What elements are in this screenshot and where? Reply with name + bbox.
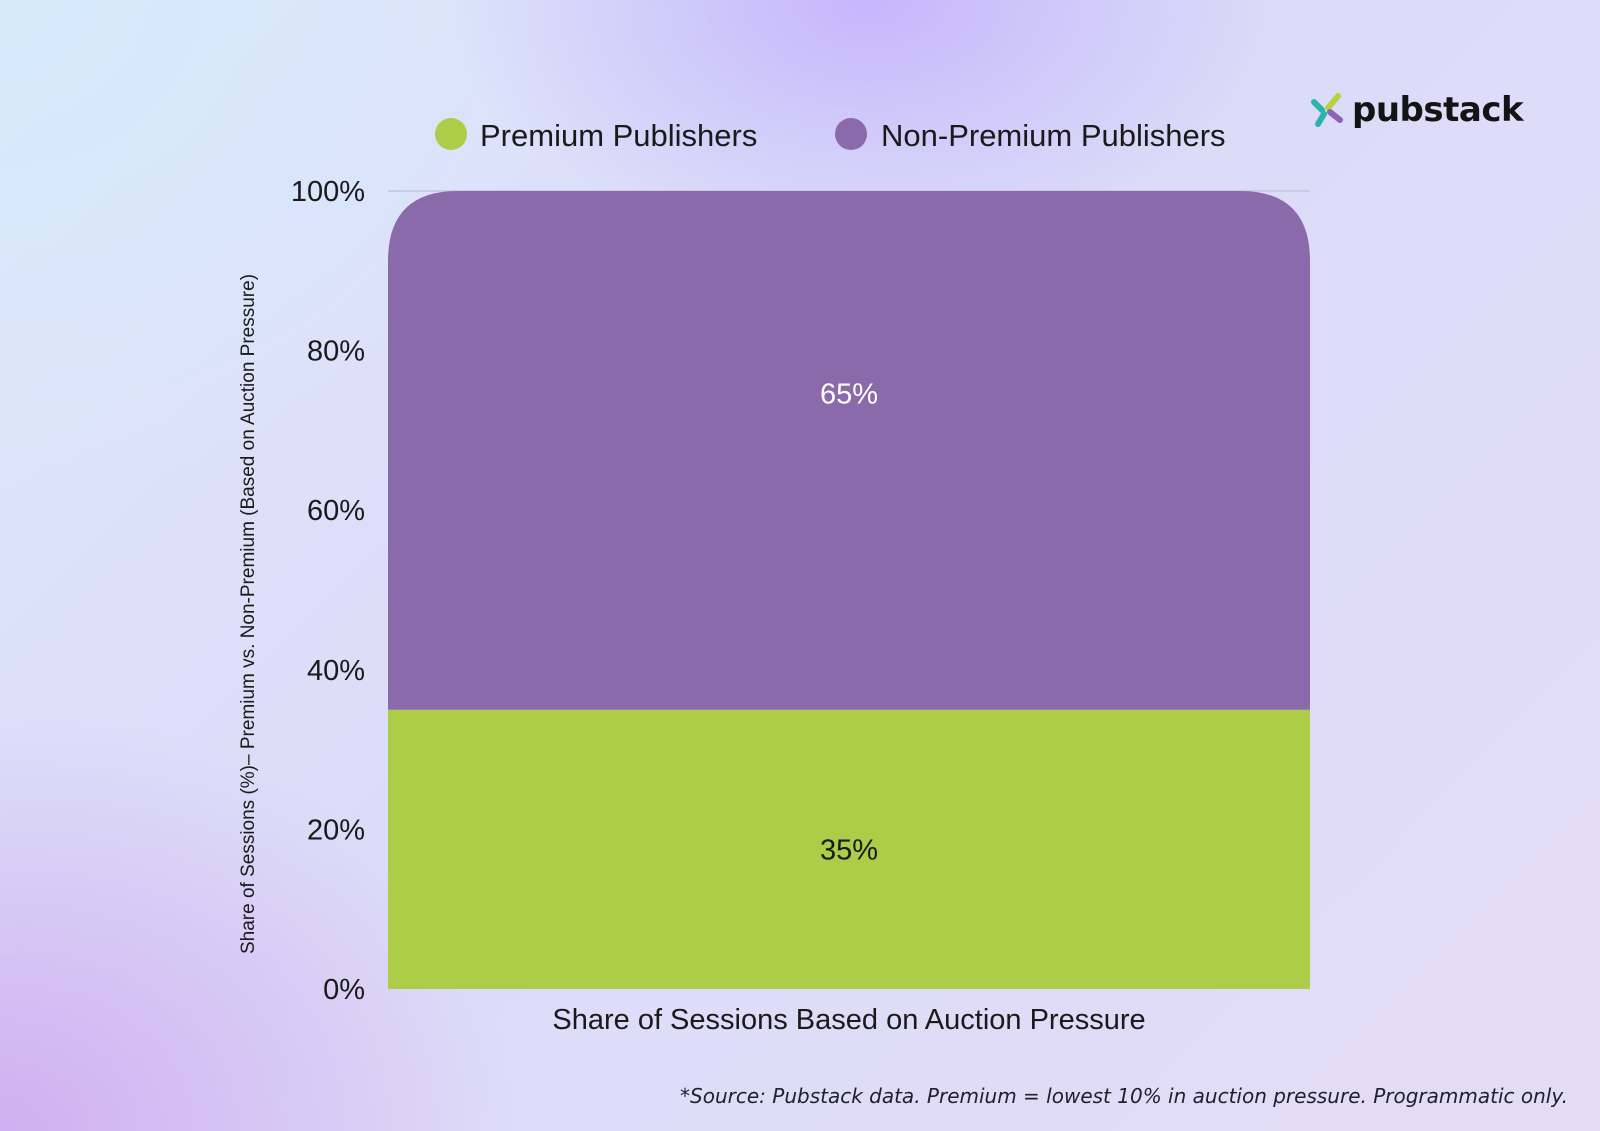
y-tick-label: 0% [323,974,365,1006]
pubstack-logo-icon [1311,93,1343,127]
x-axis-title: Share of Sessions Based on Auction Press… [552,1004,1145,1036]
data-label-premium: 35% [820,834,878,866]
y-tick-label: 20% [307,814,365,846]
bar-segment-premium [388,709,1310,989]
pubstack-logo-text: pubstack [1352,90,1524,130]
pubstack-logo: pubstack [1310,90,1524,130]
source-footnote: *Source: Pubstack data. Premium = lowest… [680,1084,1568,1108]
y-axis-title: Share of Sessions (%)– Premium vs. Non-P… [238,274,259,954]
legend: Premium Publishers Non-Premium Publisher… [435,118,1226,153]
legend-marker-non-premium [835,118,867,150]
bars: 35% 65% [388,191,1310,989]
legend-marker-premium [435,118,467,150]
y-tick-label: 100% [291,176,365,208]
y-axis: 0% 20% 40% 60% 80% 100% [291,176,365,1006]
y-tick-label: 60% [307,495,365,527]
y-tick-label: 80% [307,336,365,368]
bar-segment-non-premium [388,191,1310,710]
y-tick-label: 40% [307,655,365,687]
legend-label-non-premium: Non-Premium Publishers [881,118,1226,153]
legend-label-premium: Premium Publishers [480,118,757,153]
data-label-non-premium: 65% [820,378,878,410]
